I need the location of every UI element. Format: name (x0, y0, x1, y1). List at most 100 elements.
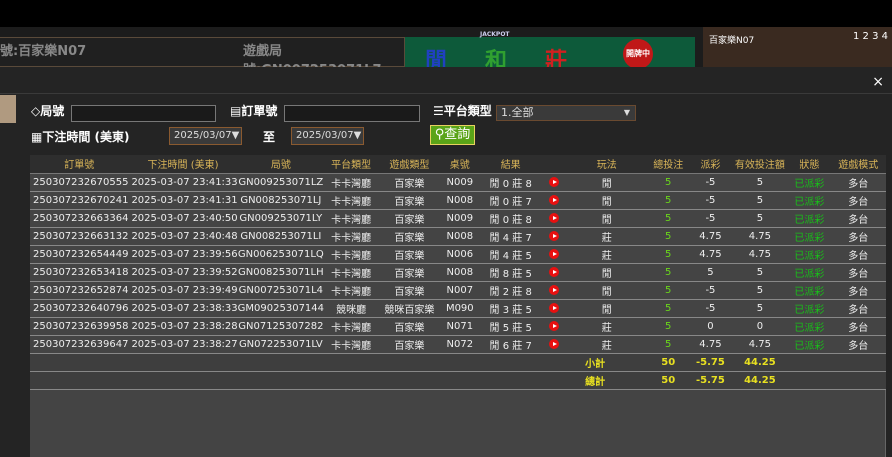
column-header: 結果 (479, 155, 543, 174)
payout-cell: -5 (689, 281, 732, 300)
platform-cell: 卡卡灣廳 (324, 281, 379, 300)
table-no-cell: N006 (440, 245, 480, 264)
result-cell: 閒 4 莊 5 (479, 245, 543, 264)
table-header: 訂單號 下注時間 (美東) 局號 平台類型 遊戲類型 桌號 結果 玩法 總投注 派彩 有效投注額 狀態… (30, 155, 886, 174)
status-cell: 已派彩 (788, 227, 831, 246)
payout-cell: 4.75 (689, 227, 732, 246)
payout-cell: -5 (689, 299, 732, 318)
table-row[interactable]: 250307232639958 2025-03-07 23:38:28 GN0712… (30, 317, 886, 336)
calendar-icon: ▦ (31, 130, 43, 144)
date-to[interactable]: 2025/03/07▼ (291, 127, 364, 145)
replay-cell[interactable] (542, 299, 567, 318)
round-no-cell: GN008253071LJ (237, 191, 325, 210)
order-no-cell: 250307232639647 (30, 335, 129, 354)
table-row[interactable]: 250307232639647 2025-03-07 23:38:27 GN0722… (30, 335, 886, 354)
column-header: 遊戲模式 (830, 155, 886, 174)
round-no-cell: GN006253071LQ (237, 245, 325, 264)
round-no-cell: GN07125307282 (237, 317, 325, 336)
table-row[interactable]: 250307232670555 2025-03-07 23:41:33 GN0092… (30, 173, 886, 192)
jackpot-label: JACKPOT (480, 31, 510, 38)
platform-cell: 卡卡灣廳 (324, 245, 379, 264)
bet-type-cell: 莊 (566, 335, 648, 354)
play-video-icon[interactable] (549, 266, 560, 277)
play-video-icon[interactable] (549, 176, 560, 187)
replay-cell[interactable] (542, 281, 567, 300)
play-video-icon[interactable] (549, 338, 560, 349)
round-no-cell: GN009253071LY (237, 209, 325, 228)
play-video-icon[interactable] (549, 194, 560, 205)
bet-type-cell: 閒 (566, 191, 648, 210)
table-row[interactable]: 250307232640796 2025-03-07 23:38:33 GM0902… (30, 299, 886, 318)
bet-time-cell: 2025-03-07 23:40:50 (128, 209, 238, 228)
payout-cell: 4.75 (689, 245, 732, 264)
platform-select[interactable]: 1.全部 ▼ (496, 105, 636, 121)
close-icon[interactable]: × (872, 74, 884, 90)
order-no-cell: 250307232670555 (30, 173, 129, 192)
order-label: ▤訂單號 (230, 104, 278, 118)
column-header (542, 155, 567, 174)
table-no-cell: M090 (440, 299, 480, 318)
game-mode-cell: 多台 (830, 299, 886, 318)
round-no-cell: GM09025307144 (237, 299, 325, 318)
bet-area: 閒 JACKPOT 和 莊 開牌中 (405, 31, 695, 74)
replay-cell[interactable] (542, 209, 567, 228)
replay-cell[interactable] (542, 317, 567, 336)
table-row[interactable]: 250307232670241 2025-03-07 23:41:31 GN0082… (30, 191, 886, 210)
status-cell: 已派彩 (788, 335, 831, 354)
round-input[interactable] (71, 105, 216, 122)
clipboard-icon: ▤ (230, 104, 242, 118)
result-cell: 閒 6 莊 7 (479, 335, 543, 354)
subtotal-valid: 44.25 (731, 353, 789, 372)
replay-cell[interactable] (542, 191, 567, 210)
table-row[interactable]: 250307232663132 2025-03-07 23:40:48 GN0082… (30, 227, 886, 246)
game-mode-cell: 多台 (830, 263, 886, 282)
payout-cell: 0 (689, 317, 732, 336)
play-video-icon[interactable] (549, 284, 560, 295)
play-video-icon[interactable] (549, 248, 560, 259)
table-row[interactable]: 250307232663364 2025-03-07 23:40:50 GN0092… (30, 209, 886, 228)
bet-time-cell: 2025-03-07 23:40:48 (128, 227, 238, 246)
round-no-cell: GN008253071LI (237, 227, 325, 246)
side-tab[interactable] (0, 95, 16, 123)
replay-cell[interactable] (542, 335, 567, 354)
game-info-bar: 號:百家樂N07 遊戲局號:GN007253071L7 (0, 37, 405, 78)
play-video-icon[interactable] (549, 230, 560, 241)
play-video-icon[interactable] (549, 302, 560, 313)
replay-cell[interactable] (542, 227, 567, 246)
valid-bet-cell: 5 (731, 173, 789, 192)
order-input[interactable] (284, 105, 420, 122)
live-road-numbers: 1 2 3 4 (853, 31, 888, 42)
total-bet-cell: 5 (647, 209, 690, 228)
column-header: 下注時間 (美東) (128, 155, 238, 174)
search-button[interactable]: ⚲查詢 (430, 125, 475, 145)
game-type-cell: 百家樂 (378, 209, 441, 228)
game-mode-cell: 多台 (830, 245, 886, 264)
bet-time-cell: 2025-03-07 23:39:52 (128, 263, 238, 282)
order-no-cell: 250307232652874 (30, 281, 129, 300)
payout-cell: 5 (689, 263, 732, 282)
replay-cell[interactable] (542, 263, 567, 282)
table-row[interactable]: 250307232654449 2025-03-07 23:39:56 GN0062… (30, 245, 886, 264)
replay-cell[interactable] (542, 245, 567, 264)
table-row[interactable]: 250307232652874 2025-03-07 23:39:49 GN0072… (30, 281, 886, 300)
status-cell: 已派彩 (788, 317, 831, 336)
date-from[interactable]: 2025/03/07▼ (169, 127, 242, 145)
replay-cell[interactable] (542, 173, 567, 192)
table-row[interactable]: 250307232653418 2025-03-07 23:39:52 GN0082… (30, 263, 886, 282)
live-video[interactable]: 百家樂N07 1 2 3 4 (703, 27, 892, 67)
status-badge: 開牌中 (623, 39, 653, 69)
platform-cell: 卡卡灣廳 (324, 227, 379, 246)
bet-type-cell: 閒 (566, 263, 648, 282)
valid-bet-cell: 4.75 (731, 227, 789, 246)
search-icon: ⚲ (434, 127, 445, 142)
chevron-down-icon: ▼ (623, 108, 630, 117)
bet-type-cell: 閒 (566, 173, 648, 192)
play-video-icon[interactable] (549, 320, 560, 331)
bet-type-cell: 閒 (566, 209, 648, 228)
total-payout: -5.75 (689, 371, 732, 390)
result-cell: 閒 4 莊 7 (479, 227, 543, 246)
column-header: 遊戲類型 (378, 155, 441, 174)
order-no-cell: 250307232653418 (30, 263, 129, 282)
game-mode-cell: 多台 (830, 227, 886, 246)
play-video-icon[interactable] (549, 212, 560, 223)
